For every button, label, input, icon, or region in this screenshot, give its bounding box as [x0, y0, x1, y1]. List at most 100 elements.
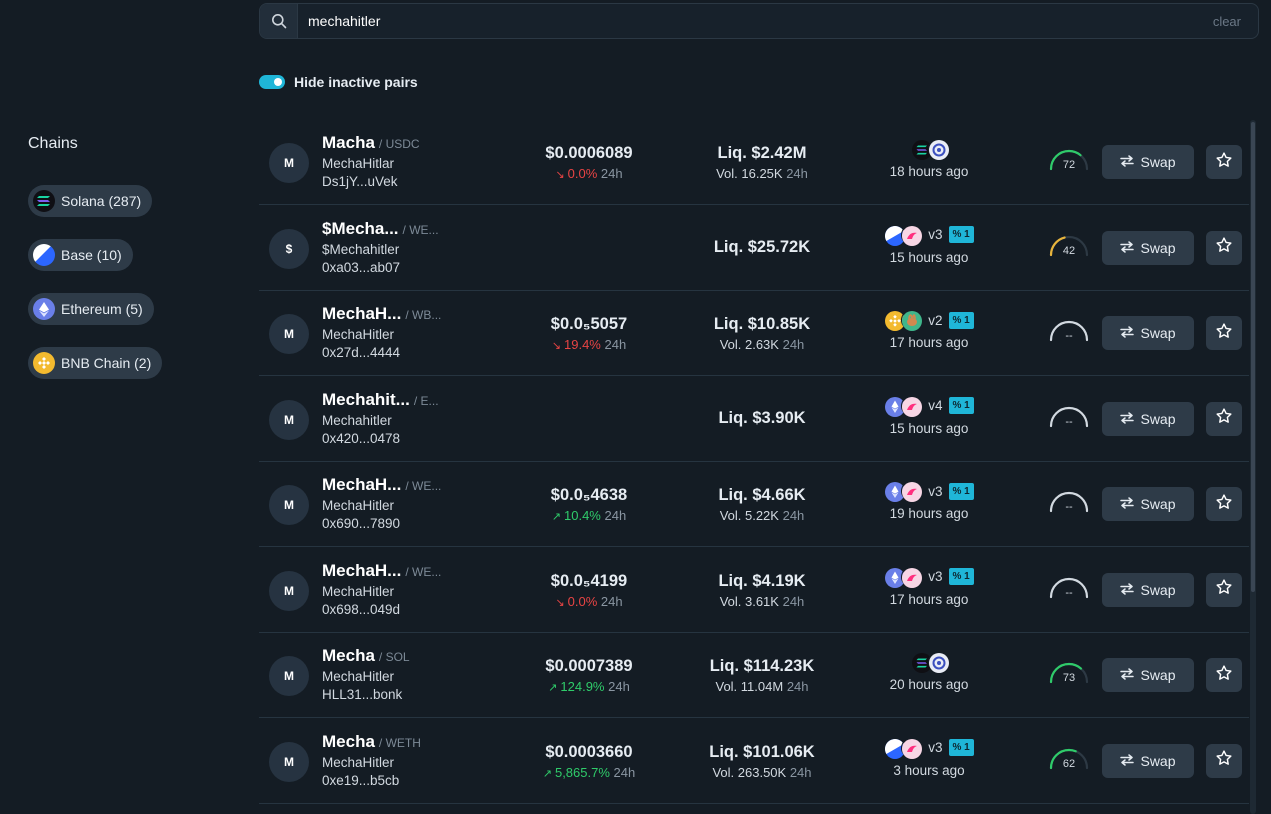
token-address[interactable]: 0x698...049d: [322, 601, 401, 617]
token-symbol[interactable]: Mecha: [322, 731, 375, 751]
token-avatar: M: [269, 656, 309, 696]
favorite-star-button[interactable]: [1206, 572, 1242, 607]
token-address[interactable]: 0xe19...b5cb: [322, 772, 400, 788]
price-change-value: 124.9%: [560, 679, 605, 694]
chain-filter-solana[interactable]: Solana (287): [28, 185, 153, 217]
price-change-period: 24h: [600, 166, 623, 181]
swap-button[interactable]: Swap: [1102, 316, 1194, 350]
token-name: MechaHitlar: [322, 156, 395, 171]
quote-token: / WE...: [405, 479, 442, 493]
hide-inactive-pairs-label[interactable]: Hide inactive pairs: [294, 74, 418, 90]
quote-token: / USDC: [378, 137, 420, 151]
chains-title: Chains: [28, 135, 78, 152]
dex-icons: v3 % 1: [859, 737, 999, 759]
solana-icon: [910, 139, 932, 160]
liquidity: Liq. $101.06K: [709, 742, 815, 761]
token-names: MechaH... / WB... MechaHitler 0x27d...44…: [322, 304, 522, 360]
favorite-star-button[interactable]: [1206, 487, 1242, 521]
hide-inactive-pairs-toggle[interactable]: [259, 75, 285, 89]
price-change: ↘ 0.0% 24h: [519, 166, 659, 181]
pancakeswap-icon: [901, 310, 923, 331]
token-address[interactable]: 0x420...0478: [322, 430, 401, 446]
favorite-star-button[interactable]: [1206, 316, 1242, 350]
token-symbol[interactable]: MechaH...: [322, 304, 402, 323]
volume-value: Vol. 11.04M: [715, 679, 784, 694]
favorite-star-button[interactable]: [1206, 230, 1242, 265]
chain-filter-base[interactable]: Base (10): [28, 239, 133, 271]
swap-button[interactable]: Swap: [1102, 401, 1194, 436]
pair-age: 3 hours ago: [893, 762, 965, 778]
search-icon[interactable]: [260, 4, 298, 38]
table-row[interactable]: M MechaH... / WE... MechaHitler 0x690...…: [259, 462, 1249, 547]
token-symbol[interactable]: Mechahit...: [322, 389, 410, 409]
hide-inactive-pairs-toggle-row: Hide inactive pairs: [259, 74, 418, 90]
scrollbar[interactable]: [1250, 120, 1256, 814]
swap-button[interactable]: Swap: [1102, 230, 1194, 265]
dex-column: v2 % 1 17 hours ago: [859, 309, 999, 350]
swap-button[interactable]: Swap: [1102, 487, 1194, 521]
quote-token: / WE...: [402, 222, 439, 237]
volume: Vol. 263.50K 24h: [687, 765, 837, 780]
liquidity: Liq. $3.90K: [718, 408, 806, 427]
table-row[interactable]: M Mechahit... / E... Mechahitler 0x420..…: [259, 377, 1249, 462]
token-symbol[interactable]: Mecha: [322, 646, 375, 665]
token-address[interactable]: 0x27d...4444: [322, 345, 401, 360]
swap-button[interactable]: Swap: [1102, 145, 1194, 179]
favorite-star-button[interactable]: [1206, 145, 1242, 179]
token-address[interactable]: Ds1jY...uVek: [322, 174, 398, 189]
dex-column: 18 hours ago: [859, 138, 999, 179]
chain-filter-label: Base (10): [61, 247, 122, 263]
token-price: $0.0006089: [545, 144, 633, 162]
table-row[interactable]: $ $Mecha... / WE... $Mechahitler 0xa03..…: [259, 206, 1249, 291]
swap-button[interactable]: Swap: [1102, 572, 1194, 607]
scrollbar-thumb[interactable]: [1251, 122, 1255, 592]
swap-label: Swap: [1140, 496, 1176, 512]
raydium-icon: [927, 139, 949, 160]
swap-button[interactable]: Swap: [1102, 743, 1194, 778]
chain-filter-ethereum[interactable]: Ethereum (5): [28, 293, 154, 325]
volume-value: Vol. 263.50K: [712, 764, 787, 780]
token-name: MechaHitler: [322, 754, 395, 770]
swap-label: Swap: [1140, 154, 1176, 170]
price-change-value: 10.4%: [564, 508, 601, 523]
table-row[interactable]: M Mecha / WETH MechaHitler 0xe19...b5cb …: [259, 719, 1249, 804]
token-address[interactable]: HLL31...bonk: [322, 687, 403, 702]
score-value: --: [1065, 330, 1073, 342]
clear-button[interactable]: clear: [1212, 13, 1241, 29]
token-names: MechaH... / WE... MechaHitler 0x690...78…: [322, 475, 522, 531]
price-change-period: 24h: [613, 764, 636, 780]
favorite-star-button[interactable]: [1206, 743, 1242, 778]
swap-icon: [1120, 753, 1135, 769]
token-names: Mecha / SOL MechaHitler HLL31...bonk: [322, 646, 522, 702]
favorite-star-button[interactable]: [1206, 401, 1242, 436]
search-input[interactable]: [298, 4, 1213, 38]
table-row[interactable]: M Mecha / SOL MechaHitler HLL31...bonk $…: [259, 633, 1249, 718]
volume-value: Vol. 2.63K: [719, 337, 779, 352]
table-row[interactable]: M MechaH... / WE... MechaHitler 0x698...…: [259, 548, 1249, 633]
score-value: --: [1065, 415, 1073, 428]
token-address[interactable]: 0x690...7890: [322, 516, 401, 531]
pair-age: 17 hours ago: [889, 591, 969, 607]
token-symbol[interactable]: $Mecha...: [322, 218, 399, 238]
chain-filter-bnb-chain[interactable]: BNB Chain (2): [28, 347, 163, 379]
uniswap-icon: [901, 395, 923, 417]
token-name: MechaHitler: [322, 583, 395, 599]
raydium-icon: [927, 652, 949, 673]
price-column: $0.0₅4199 ↘ 0.0% 24h: [519, 572, 659, 609]
token-address[interactable]: 0xa03...ab07: [322, 259, 401, 275]
dex-icons: v4 % 1: [859, 395, 999, 417]
volume-period: 24h: [786, 679, 809, 694]
token-symbol[interactable]: Macha: [322, 133, 375, 152]
dex-column: v3 % 1 15 hours ago: [859, 224, 999, 265]
table-row[interactable]: M MechaH... / WB... MechaHitler 0x27d...…: [259, 291, 1249, 376]
token-symbol[interactable]: MechaH...: [322, 560, 402, 580]
trend-down-icon: ↘: [555, 596, 565, 609]
swap-button[interactable]: Swap: [1102, 658, 1194, 692]
favorite-star-button[interactable]: [1206, 658, 1242, 692]
score-gauge: 73: [1047, 660, 1091, 690]
score-value: 73: [1062, 672, 1076, 684]
token-symbol[interactable]: MechaH...: [322, 475, 402, 494]
table-row[interactable]: M Macha / USDC MechaHitlar Ds1jY...uVek …: [259, 120, 1249, 205]
dex-version: v2: [928, 312, 943, 328]
symbol-line: Macha / USDC: [322, 133, 522, 153]
